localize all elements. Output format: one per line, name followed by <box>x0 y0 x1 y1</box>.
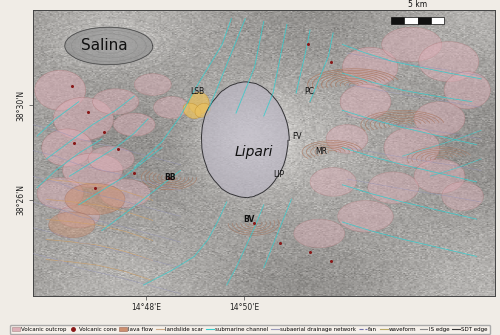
Ellipse shape <box>340 84 391 119</box>
Text: PC: PC <box>304 87 314 96</box>
FancyBboxPatch shape <box>391 17 404 23</box>
Ellipse shape <box>183 103 201 119</box>
Ellipse shape <box>35 70 86 110</box>
Ellipse shape <box>342 47 398 87</box>
Text: Salina: Salina <box>81 38 128 53</box>
Polygon shape <box>65 27 153 65</box>
Ellipse shape <box>100 179 150 208</box>
Text: FV: FV <box>292 132 302 141</box>
Text: BV: BV <box>244 215 254 224</box>
Ellipse shape <box>338 201 393 232</box>
Ellipse shape <box>65 183 125 215</box>
Ellipse shape <box>134 74 171 95</box>
Ellipse shape <box>154 96 189 118</box>
Text: 5 km: 5 km <box>408 0 427 9</box>
Ellipse shape <box>37 178 84 209</box>
Ellipse shape <box>189 92 209 114</box>
FancyBboxPatch shape <box>404 17 417 23</box>
Ellipse shape <box>42 129 92 166</box>
Legend: Volcanic outcrop, Volcanic cone, lava flow, landslide scar, submarine channel, s: Volcanic outcrop, Volcanic cone, lava fl… <box>10 325 490 334</box>
Text: LSB: LSB <box>190 87 204 96</box>
Ellipse shape <box>368 172 418 203</box>
Ellipse shape <box>384 128 440 168</box>
Ellipse shape <box>326 125 368 153</box>
Ellipse shape <box>92 89 139 115</box>
FancyBboxPatch shape <box>431 17 444 23</box>
Ellipse shape <box>414 102 465 136</box>
Text: MR: MR <box>316 147 328 156</box>
Ellipse shape <box>88 146 134 172</box>
Ellipse shape <box>54 97 114 140</box>
Ellipse shape <box>294 219 344 248</box>
Ellipse shape <box>58 205 100 228</box>
Ellipse shape <box>418 42 479 82</box>
Ellipse shape <box>114 113 155 136</box>
Ellipse shape <box>414 159 465 193</box>
Ellipse shape <box>442 182 484 211</box>
Ellipse shape <box>310 168 356 196</box>
Ellipse shape <box>62 153 122 188</box>
Ellipse shape <box>444 72 490 109</box>
Text: LIP: LIP <box>274 170 284 179</box>
Text: Lipari: Lipari <box>234 145 273 159</box>
Ellipse shape <box>195 103 210 117</box>
Text: BB: BB <box>164 173 176 182</box>
Ellipse shape <box>48 212 95 238</box>
Polygon shape <box>202 82 289 198</box>
Ellipse shape <box>382 27 442 62</box>
FancyBboxPatch shape <box>418 17 431 23</box>
